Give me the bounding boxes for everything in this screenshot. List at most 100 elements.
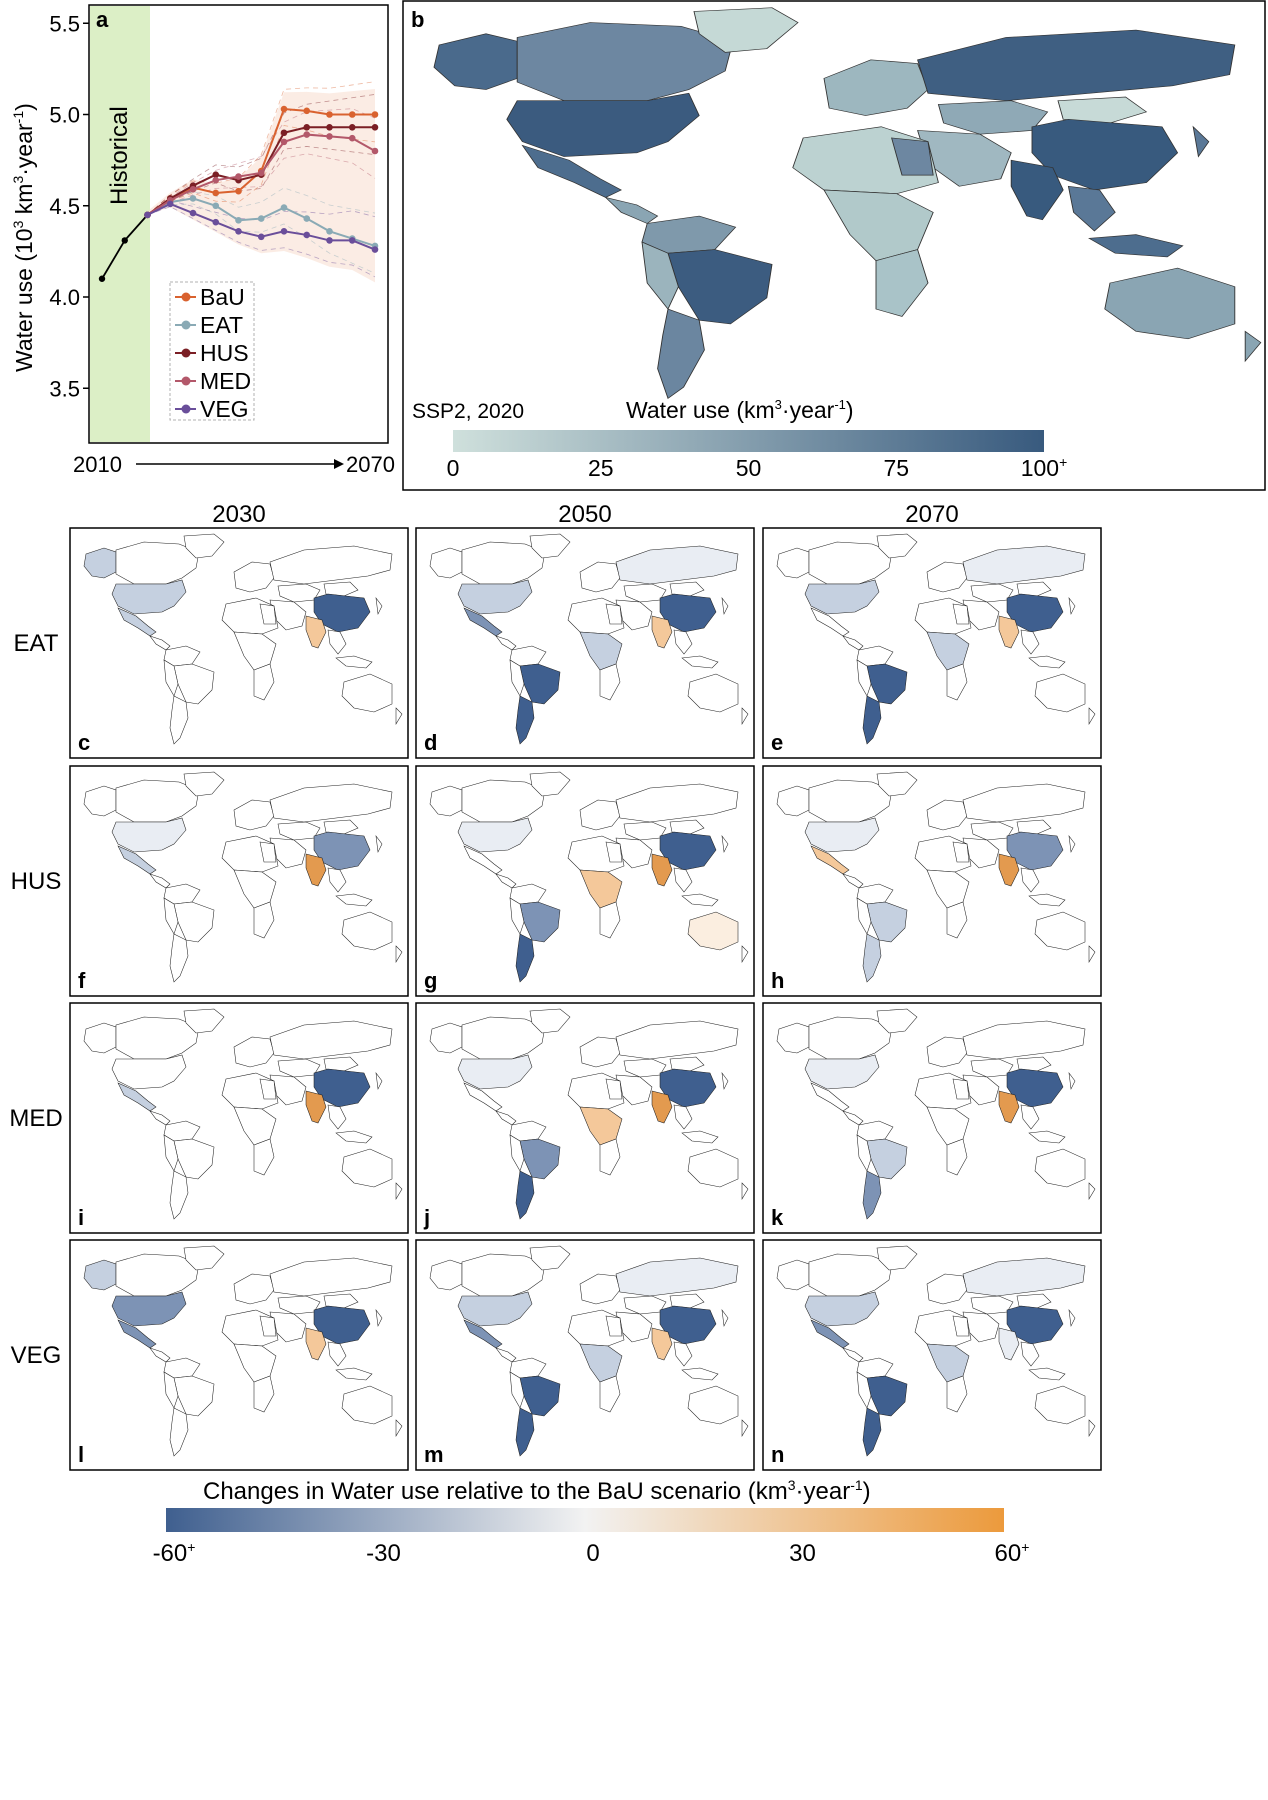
region-shape <box>429 785 463 817</box>
region-shape <box>117 845 157 875</box>
region-shape <box>856 897 872 935</box>
region-shape <box>681 1130 719 1144</box>
region-shape <box>681 655 719 669</box>
region-shape <box>529 1008 571 1034</box>
ensemble-line <box>147 203 376 274</box>
region-shape <box>804 1291 880 1327</box>
map-panel-d: d <box>415 527 755 759</box>
map-shapes <box>429 1245 749 1457</box>
series-point-veg <box>166 200 174 208</box>
region-shape <box>457 1054 533 1090</box>
region-shape <box>169 695 189 745</box>
region-shape <box>395 945 403 963</box>
region-shape <box>810 845 850 875</box>
panel-letter-i: i <box>78 1205 84 1230</box>
region-shape <box>808 779 893 823</box>
panel-letter-g: g <box>424 968 437 993</box>
region-shape <box>117 1319 157 1349</box>
series-point-med <box>280 138 288 146</box>
colorbar-b <box>453 430 1044 452</box>
region-shape <box>1020 629 1040 655</box>
bottom-tick-30: 30 <box>789 1540 816 1567</box>
region-shape <box>1016 1056 1052 1072</box>
region-shape <box>335 1367 373 1381</box>
region-shape <box>529 1245 571 1271</box>
region-shape <box>253 1375 275 1413</box>
region-shape <box>1028 1130 1066 1144</box>
region-shape <box>926 799 968 831</box>
region-shape <box>463 845 503 875</box>
region-shape <box>810 1319 850 1349</box>
region-shape <box>173 1375 215 1417</box>
region-shape <box>515 933 535 983</box>
region-shape <box>721 597 729 615</box>
region-shape <box>673 629 693 655</box>
region-shape <box>866 663 908 705</box>
region-shape <box>926 561 968 593</box>
region-shape <box>998 1090 1020 1124</box>
region-shape <box>173 1138 215 1180</box>
region-shape <box>842 1110 864 1126</box>
legend-box <box>169 281 255 421</box>
region-shape <box>253 1138 275 1176</box>
panel-b: b SSP2, 2020 Water use (km3·year-1) 0 25 5… <box>402 0 1266 491</box>
region-shape <box>687 1148 739 1188</box>
region-shape <box>952 1315 970 1337</box>
region-shape <box>1006 593 1064 633</box>
panel-letter-m: m <box>424 1442 444 1467</box>
map-panel-c: c <box>69 527 409 759</box>
region-shape <box>659 593 717 633</box>
map-panel-l: l <box>69 1239 409 1471</box>
region-shape <box>1006 1068 1064 1108</box>
region-shape <box>509 1134 525 1172</box>
legend-swatch-dot <box>181 404 191 414</box>
region-shape <box>233 1273 275 1305</box>
region-shape <box>615 1020 739 1060</box>
region-shape <box>687 673 739 713</box>
region-shape <box>269 1257 393 1297</box>
region-shape <box>579 799 621 831</box>
tick-plus: + <box>1021 1539 1029 1555</box>
y-tick-label: 4.5 <box>49 194 80 219</box>
region-shape <box>327 629 347 655</box>
legend-label-eat: EAT <box>200 312 243 338</box>
region-shape <box>327 1104 347 1130</box>
panel-letter-j: j <box>423 1205 430 1230</box>
region-shape <box>673 1104 693 1130</box>
region-shape <box>946 663 968 701</box>
region-shape <box>111 1054 187 1090</box>
region-shape <box>375 1072 383 1090</box>
region-shape <box>509 1371 525 1409</box>
y-tick-label: 4.0 <box>49 285 80 310</box>
series-point-med <box>257 169 265 177</box>
region-shape <box>149 635 171 651</box>
series-point-hus <box>212 171 220 179</box>
region-shape <box>876 533 918 559</box>
panel-letter-d: d <box>424 730 437 755</box>
region-shape <box>253 901 275 939</box>
region-shape <box>579 1036 621 1068</box>
row-label-eat: EAT <box>14 630 59 657</box>
legend-label-med: MED <box>200 368 251 394</box>
region-shape <box>669 819 705 835</box>
region-shape <box>673 867 693 893</box>
series-point-med <box>212 176 220 184</box>
map-shapes <box>776 771 1096 983</box>
bottom-tick--60: -60+ <box>153 1539 196 1567</box>
map-shapes <box>776 1245 1096 1457</box>
region-shape <box>463 1082 503 1112</box>
region-shape <box>946 901 968 939</box>
region-shape <box>395 1182 403 1200</box>
region-shape <box>515 695 535 745</box>
series-point-veg <box>371 246 379 253</box>
region-shape <box>866 1375 908 1417</box>
series-point-eat <box>235 217 242 224</box>
region-shape <box>529 533 571 559</box>
region-shape <box>810 607 850 637</box>
series-point-bau <box>212 189 220 197</box>
series-point-hus <box>280 129 288 137</box>
map-panel-g: g <box>415 765 755 997</box>
region-shape <box>687 1385 739 1425</box>
region-shape <box>721 835 729 853</box>
region-shape <box>461 541 546 585</box>
